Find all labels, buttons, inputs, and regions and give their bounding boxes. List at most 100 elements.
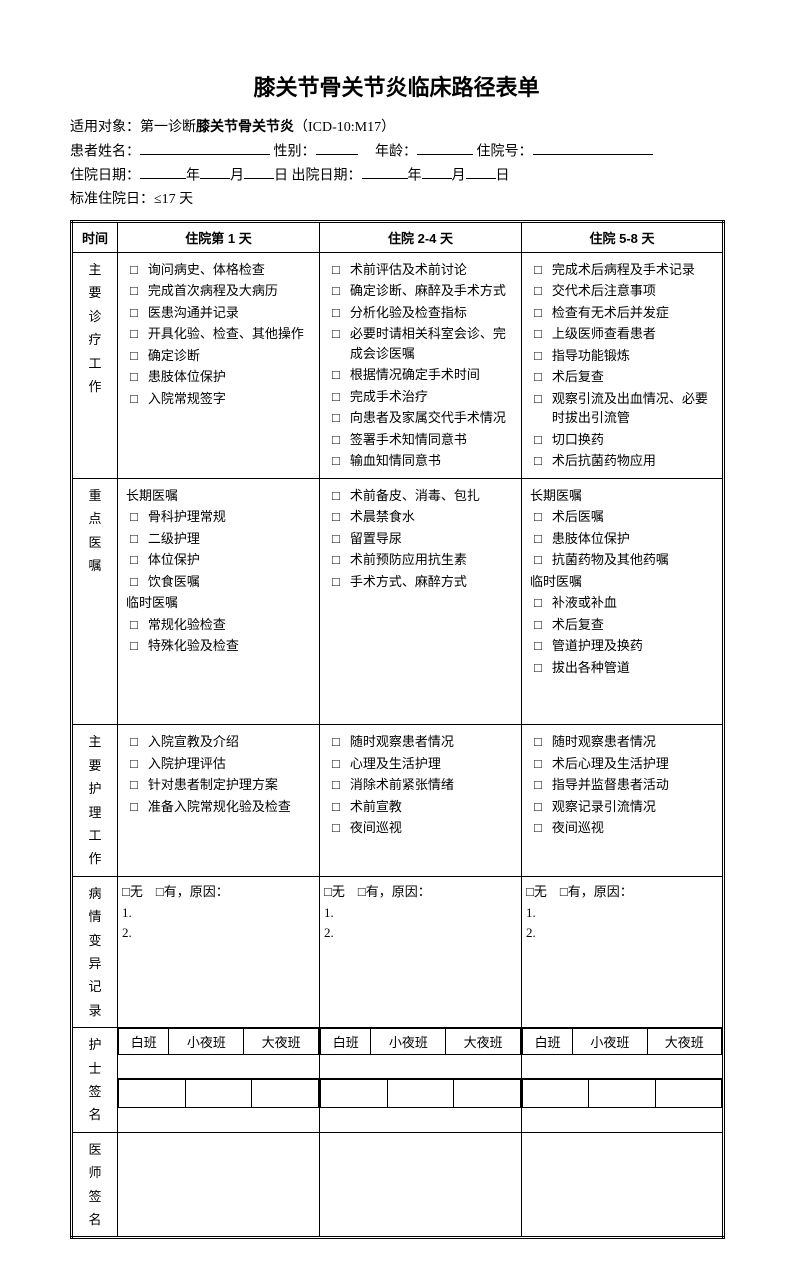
checkbox-icon[interactable]: □	[332, 260, 340, 280]
checklist-item[interactable]: □入院常规签字	[124, 389, 315, 409]
checklist-item[interactable]: □开具化验、检查、其他操作	[124, 324, 315, 344]
checklist-item[interactable]: □随时观察患者情况	[326, 732, 517, 752]
checkbox-icon[interactable]: □	[332, 797, 340, 817]
doctor-sig-day24[interactable]	[320, 1132, 522, 1238]
checklist-item[interactable]: □常规化验检查	[124, 615, 315, 635]
checklist-item[interactable]: □夜间巡视	[326, 818, 517, 838]
checklist-item[interactable]: □心理及生活护理	[326, 754, 517, 774]
checkbox-icon[interactable]: □	[332, 408, 340, 428]
checkbox-icon[interactable]: □	[332, 775, 340, 795]
nurse-sig-day24[interactable]	[320, 1078, 522, 1132]
discharge-month[interactable]	[422, 164, 452, 179]
checkbox-icon[interactable]: □	[534, 281, 542, 301]
checkbox-icon[interactable]: □	[130, 732, 138, 752]
checkbox-icon[interactable]: □	[130, 389, 138, 409]
checkbox-icon[interactable]: □	[332, 572, 340, 592]
checklist-item[interactable]: □术后医嘱	[528, 507, 718, 527]
checklist-item[interactable]: □骨科护理常规	[124, 507, 315, 527]
checklist-item[interactable]: □手术方式、麻醉方式	[326, 572, 517, 592]
checkbox-icon[interactable]: □	[534, 593, 542, 613]
discharge-day[interactable]	[466, 164, 496, 179]
checkbox-icon[interactable]: □	[130, 507, 138, 527]
checkbox-icon[interactable]: □	[130, 303, 138, 323]
checkbox-icon[interactable]: □	[534, 615, 542, 635]
checkbox-icon[interactable]: □	[332, 550, 340, 570]
checklist-item[interactable]: □入院护理评估	[124, 754, 315, 774]
checklist-item[interactable]: □观察引流及出血情况、必要时拔出引流管	[528, 389, 718, 428]
checkbox-icon[interactable]: □	[130, 797, 138, 817]
checklist-item[interactable]: □检查有无术后并发症	[528, 303, 718, 323]
checklist-item[interactable]: □医患沟通并记录	[124, 303, 315, 323]
doctor-sig-day58[interactable]	[522, 1132, 724, 1238]
checkbox-icon[interactable]: □	[534, 732, 542, 752]
checkbox-icon[interactable]: □	[534, 818, 542, 838]
checklist-item[interactable]: □向患者及家属交代手术情况	[326, 408, 517, 428]
checkbox-icon[interactable]: □	[534, 389, 542, 409]
checklist-item[interactable]: □完成首次病程及大病历	[124, 281, 315, 301]
checkbox-icon[interactable]: □	[332, 387, 340, 407]
checklist-item[interactable]: □切口换药	[528, 430, 718, 450]
checklist-item[interactable]: □患肢体位保护	[124, 367, 315, 387]
checkbox-icon[interactable]: □	[130, 346, 138, 366]
checklist-item[interactable]: □确定诊断、麻醉及手术方式	[326, 281, 517, 301]
checkbox-icon[interactable]: □	[534, 507, 542, 527]
checkbox-icon[interactable]: □	[534, 636, 542, 656]
checkbox-icon[interactable]: □	[534, 324, 542, 344]
checkbox-icon[interactable]: □	[534, 775, 542, 795]
checklist-item[interactable]: □术晨禁食水	[326, 507, 517, 527]
sex-input[interactable]	[316, 140, 358, 155]
checklist-item[interactable]: □饮食医嘱	[124, 572, 315, 592]
checkbox-icon[interactable]: □	[332, 303, 340, 323]
checklist-item[interactable]: □补液或补血	[528, 593, 718, 613]
checklist-item[interactable]: □管道护理及换药	[528, 636, 718, 656]
checklist-item[interactable]: □留置导尿	[326, 529, 517, 549]
checklist-item[interactable]: □完成术后病程及手术记录	[528, 260, 718, 280]
admit-month[interactable]	[200, 164, 230, 179]
discharge-year[interactable]	[362, 164, 408, 179]
checklist-item[interactable]: □指导功能锻炼	[528, 346, 718, 366]
checkbox-icon[interactable]: □	[130, 281, 138, 301]
checkbox-icon[interactable]: □	[534, 451, 542, 471]
checkbox-icon[interactable]: □	[534, 797, 542, 817]
checklist-item[interactable]: □交代术后注意事项	[528, 281, 718, 301]
checkbox-icon[interactable]: □	[332, 486, 340, 506]
checkbox-icon[interactable]: □	[534, 346, 542, 366]
checklist-item[interactable]: □输血知情同意书	[326, 451, 517, 471]
checklist-item[interactable]: □术前备皮、消毒、包扎	[326, 486, 517, 506]
checkbox-icon[interactable]: □	[332, 281, 340, 301]
checklist-item[interactable]: □针对患者制定护理方案	[124, 775, 315, 795]
checklist-item[interactable]: □根据情况确定手术时间	[326, 365, 517, 385]
checklist-item[interactable]: □消除术前紧张情绪	[326, 775, 517, 795]
checklist-item[interactable]: □术前评估及术前讨论	[326, 260, 517, 280]
checkbox-icon[interactable]: □	[130, 324, 138, 344]
checkbox-icon[interactable]: □	[130, 754, 138, 774]
checkbox-icon[interactable]: □	[130, 367, 138, 387]
checklist-item[interactable]: □术前预防应用抗生素	[326, 550, 517, 570]
checkbox-icon[interactable]: □	[130, 550, 138, 570]
checklist-item[interactable]: □体位保护	[124, 550, 315, 570]
checkbox-icon[interactable]: □	[534, 303, 542, 323]
variance-day1[interactable]: □无 □有，原因： 1. 2.	[118, 876, 320, 1027]
checklist-item[interactable]: □术后复查	[528, 615, 718, 635]
admit-day[interactable]	[244, 164, 274, 179]
checklist-item[interactable]: □确定诊断	[124, 346, 315, 366]
checklist-item[interactable]: □拔出各种管道	[528, 658, 718, 678]
checklist-item[interactable]: □术前宣教	[326, 797, 517, 817]
checkbox-icon[interactable]: □	[130, 260, 138, 280]
checkbox-icon[interactable]: □	[130, 615, 138, 635]
checklist-item[interactable]: □上级医师查看患者	[528, 324, 718, 344]
checkbox-icon[interactable]: □	[534, 260, 542, 280]
checkbox-icon[interactable]: □	[332, 754, 340, 774]
variance-day24[interactable]: □无 □有，原因： 1. 2.	[320, 876, 522, 1027]
hospno-input[interactable]	[533, 140, 653, 155]
checklist-item[interactable]: □术后心理及生活护理	[528, 754, 718, 774]
name-input[interactable]	[140, 140, 270, 155]
checklist-item[interactable]: □术后抗菌药物应用	[528, 451, 718, 471]
age-input[interactable]	[417, 140, 473, 155]
checklist-item[interactable]: □抗菌药物及其他药嘱	[528, 550, 718, 570]
checkbox-icon[interactable]: □	[130, 636, 138, 656]
variance-day58[interactable]: □无 □有，原因： 1. 2.	[522, 876, 724, 1027]
checkbox-icon[interactable]: □	[534, 430, 542, 450]
checklist-item[interactable]: □术后复查	[528, 367, 718, 387]
checkbox-icon[interactable]: □	[534, 550, 542, 570]
